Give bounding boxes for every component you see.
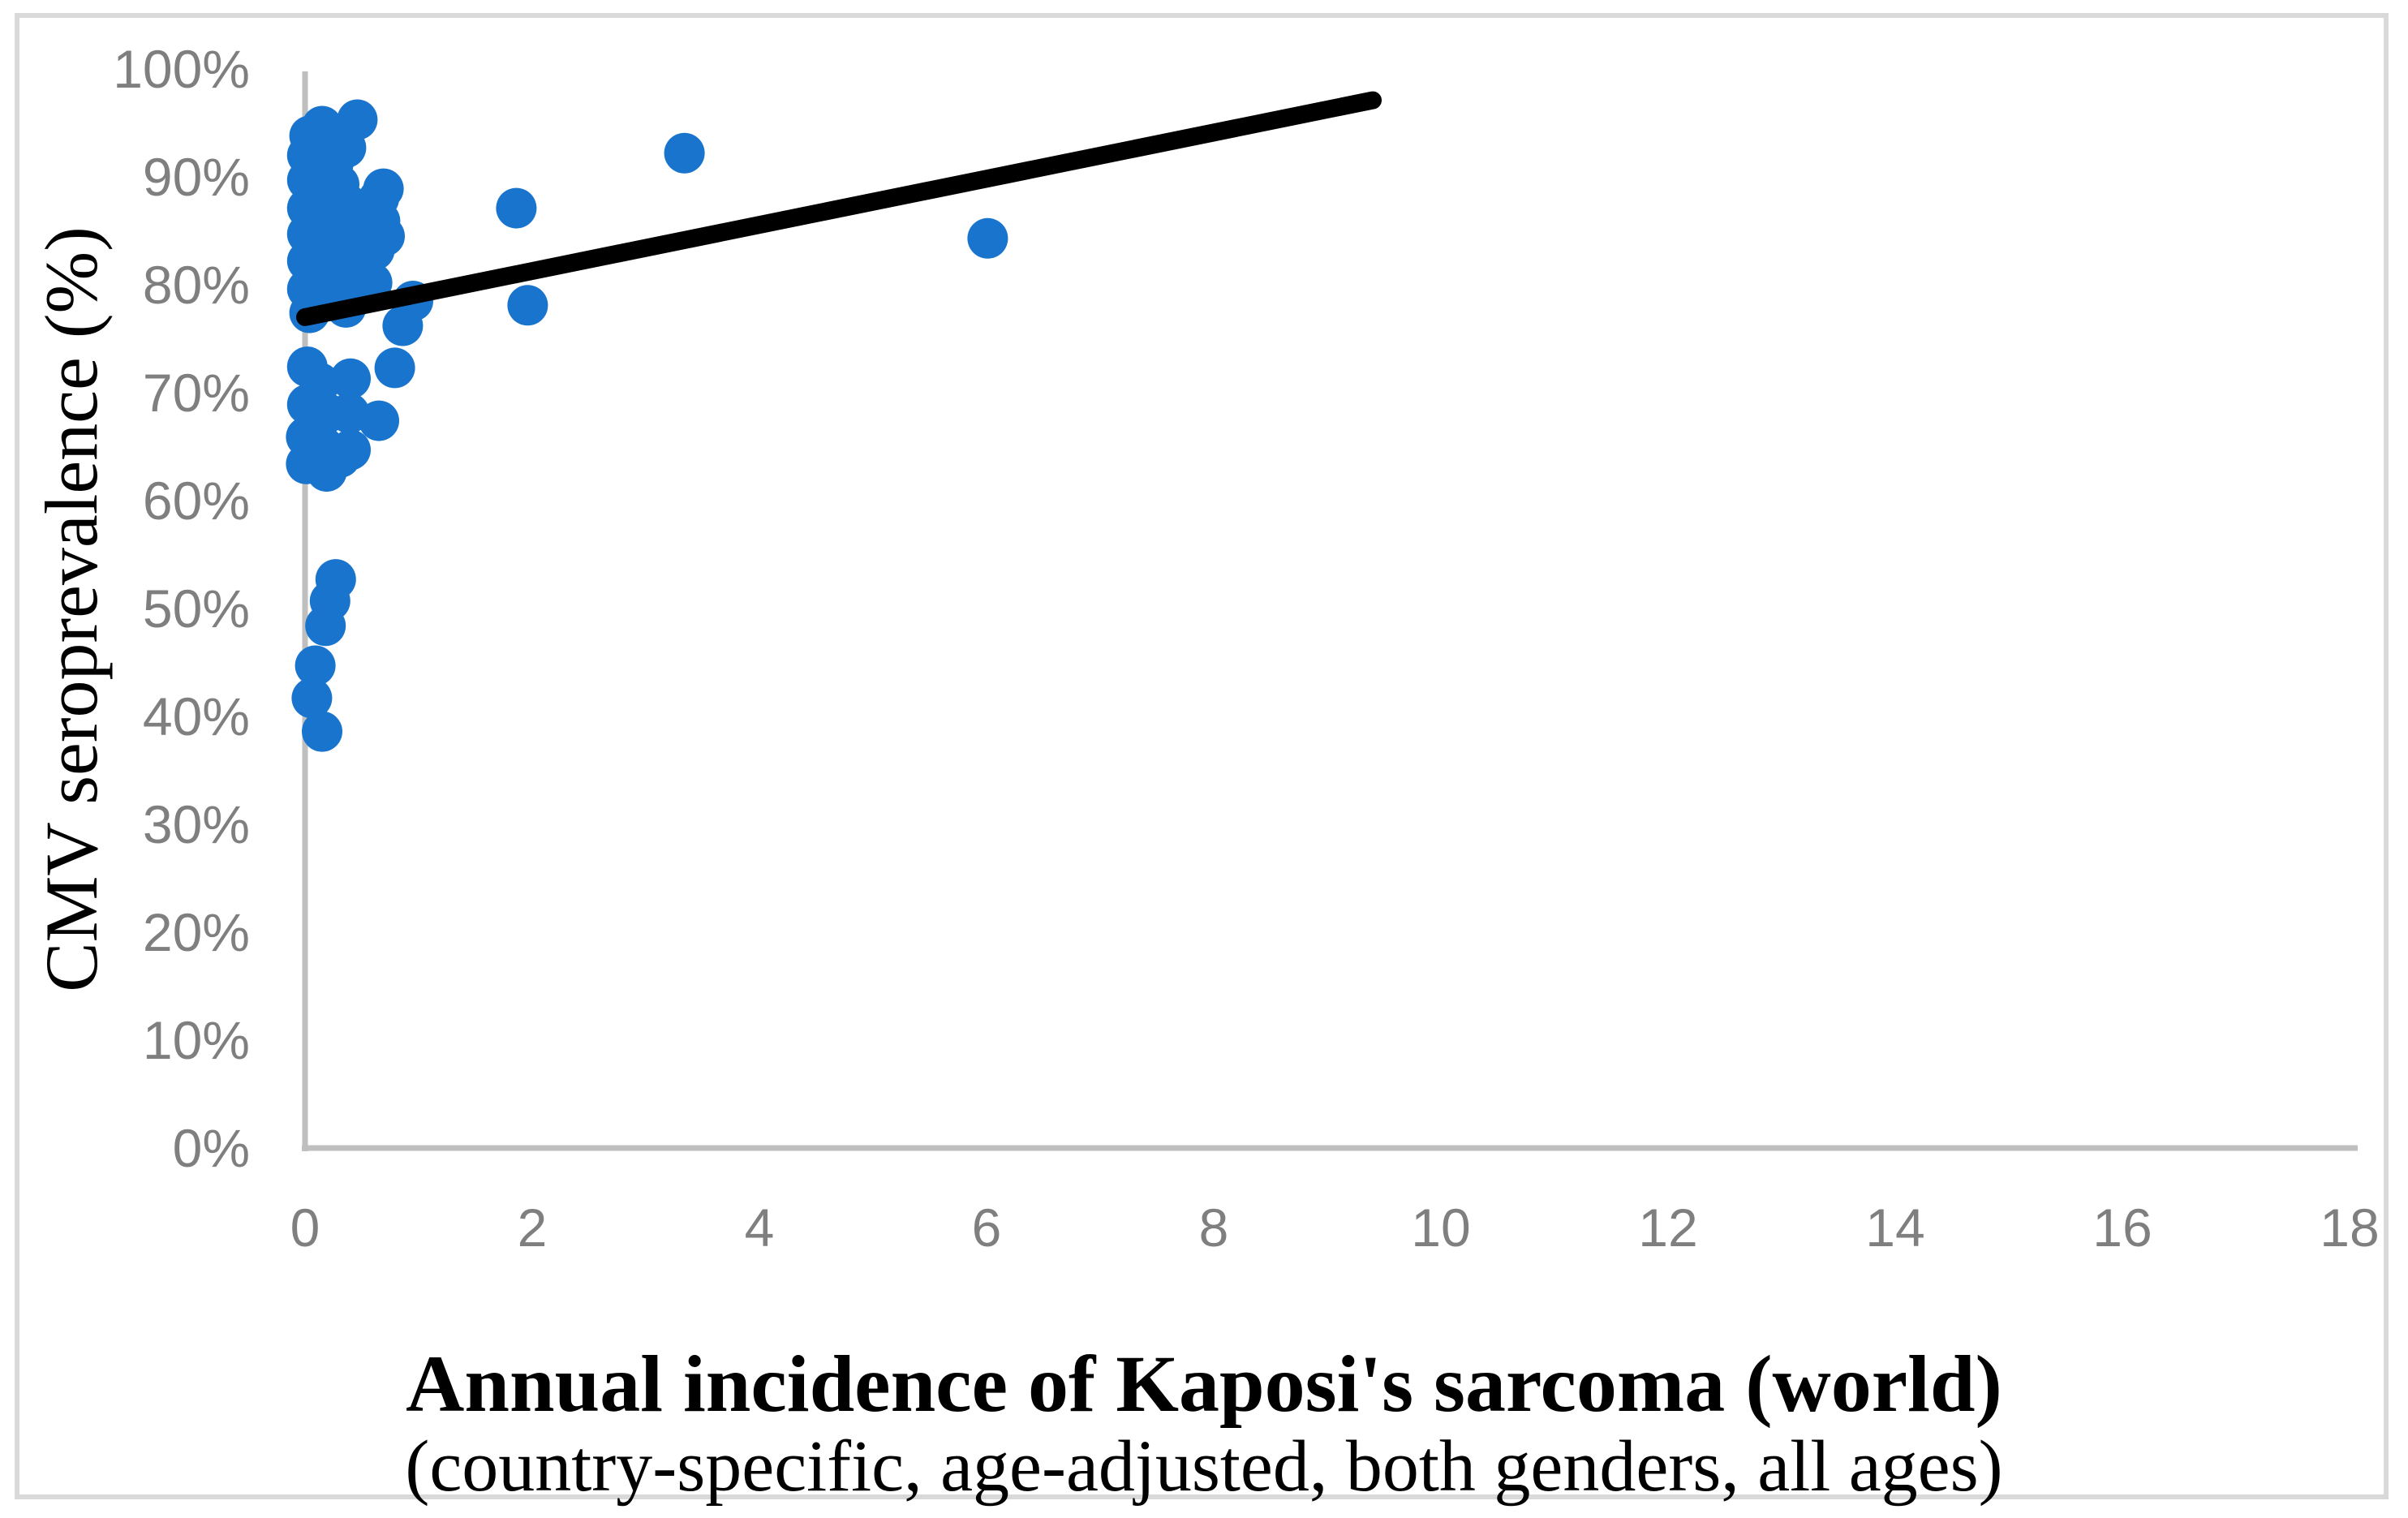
x-tick-label: 14: [1865, 1198, 1925, 1258]
x-axis-subtitle: (country-specific, age-adjusted, both ge…: [405, 1426, 2003, 1507]
data-point: [302, 711, 342, 752]
y-tick-label: 50%: [142, 578, 250, 639]
x-tick-label: 2: [517, 1198, 548, 1258]
data-point: [330, 358, 371, 399]
y-tick-label: 40%: [142, 686, 250, 746]
x-tick-label: 6: [971, 1198, 1002, 1258]
data-point: [359, 400, 399, 441]
y-tick-label: 70%: [142, 363, 250, 423]
x-tick-label: 18: [2320, 1198, 2380, 1258]
x-tick-label: 12: [1638, 1198, 1698, 1258]
y-tick-label: 10%: [142, 1010, 250, 1070]
x-tick-label: 4: [744, 1198, 775, 1258]
data-point: [664, 132, 705, 174]
x-tick-label: 0: [290, 1198, 320, 1258]
x-tick-label: 8: [1198, 1198, 1229, 1258]
x-tick-label: 16: [2092, 1198, 2152, 1258]
data-point: [305, 605, 346, 647]
y-tick-label: 90%: [142, 147, 250, 207]
data-point: [295, 645, 336, 686]
data-point: [382, 305, 424, 346]
x-tick-label: 10: [1411, 1198, 1471, 1258]
y-tick-label: 30%: [142, 794, 250, 854]
data-point: [291, 677, 333, 719]
y-tick-label: 80%: [142, 255, 250, 315]
y-tick-label: 100%: [113, 39, 250, 99]
y-tick-label: 60%: [142, 471, 250, 531]
y-tick-label: 20%: [142, 902, 250, 962]
data-point: [374, 347, 415, 389]
data-point: [507, 285, 548, 326]
data-point: [496, 187, 537, 229]
y-tick-label: 0%: [172, 1118, 250, 1178]
data-point: [306, 451, 347, 492]
trend-line: [296, 91, 1382, 326]
data-point: [967, 217, 1008, 259]
x-axis-title: Annual incidence of Kaposi's sarcoma (wo…: [406, 1339, 2002, 1429]
